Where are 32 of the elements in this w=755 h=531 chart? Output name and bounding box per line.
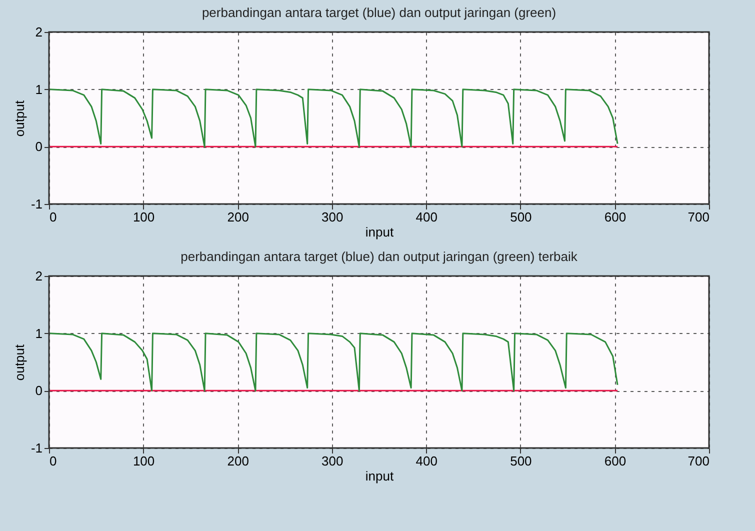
- x-tick-label: 600: [604, 210, 626, 224]
- y-axis-title: output: [12, 100, 27, 137]
- y-tick-label: 2: [35, 268, 42, 284]
- chart-title: perbandingan antara target (blue) dan output jaringan (green): [202, 5, 556, 20]
- x-tick-label: 400: [416, 454, 438, 468]
- x-tick-label: 300: [322, 454, 344, 468]
- x-tick-label: 500: [510, 210, 532, 224]
- y-tick-label: -1: [30, 196, 42, 212]
- x-tick-label: 100: [132, 454, 155, 468]
- y-tick-label: 1: [35, 326, 42, 341]
- x-tick-label: 600: [604, 454, 626, 468]
- chart-title: perbandingan antara target (blue) dan output jaringan (green) terbaik: [180, 249, 578, 264]
- y-tick-label: 0: [35, 383, 42, 398]
- y-tick-label: 2: [35, 24, 42, 40]
- x-tick-label: 700: [688, 210, 710, 224]
- x-tick-label: 0: [50, 454, 57, 468]
- y-tick-label: 0: [35, 139, 42, 154]
- x-tick-label: 400: [416, 210, 438, 224]
- y-tick-label: -1: [30, 440, 42, 456]
- x-tick-label: 500: [510, 454, 532, 468]
- line-series: [49, 88, 618, 148]
- x-tick-label: 200: [227, 454, 249, 468]
- y-axis-title: output: [12, 344, 27, 381]
- y-tick-label: 1: [35, 82, 42, 97]
- x-axis-title: input: [365, 224, 394, 240]
- x-tick-label: 0: [50, 210, 57, 224]
- line-series: [49, 332, 618, 392]
- x-tick-label: 200: [227, 210, 249, 224]
- x-axis-title: input: [365, 468, 394, 484]
- x-tick-label: 100: [132, 210, 155, 224]
- x-tick-label: 300: [322, 210, 344, 224]
- x-tick-label: 700: [688, 454, 710, 468]
